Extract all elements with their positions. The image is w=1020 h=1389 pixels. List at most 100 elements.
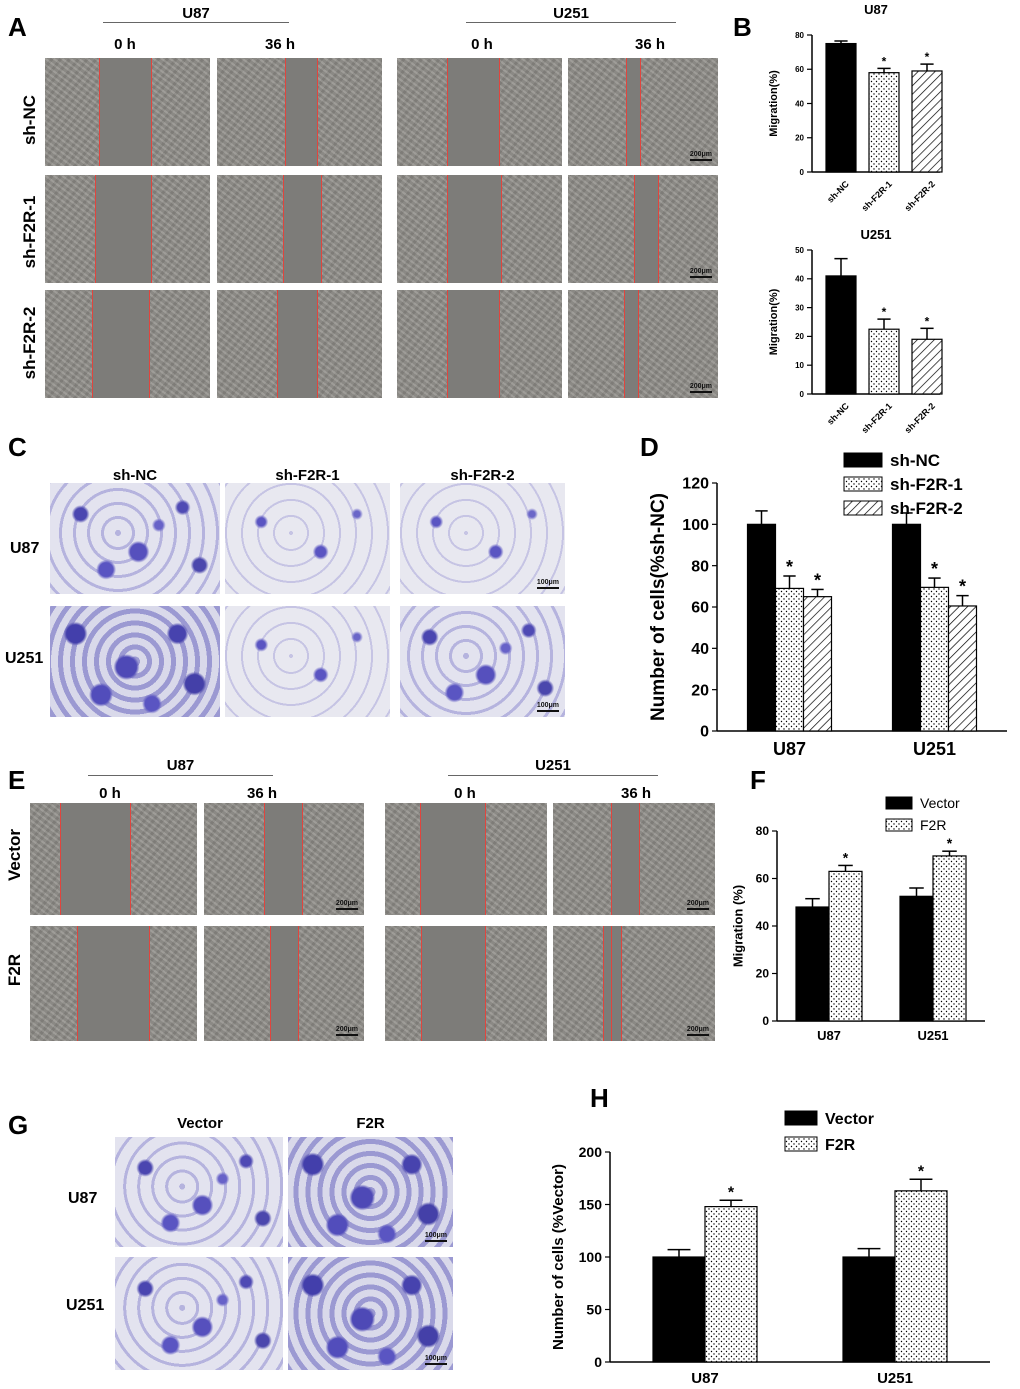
legend-swatch bbox=[885, 818, 913, 832]
bar bbox=[919, 586, 950, 732]
panel-label-f: F bbox=[750, 765, 766, 795]
scale-bar: 100μm bbox=[425, 1355, 447, 1365]
y-tick-label: 20 bbox=[795, 332, 804, 341]
x-tick-label: U251 bbox=[877, 1370, 913, 1387]
x-tick-label: sh-F2R-2 bbox=[903, 401, 937, 435]
wound-image-u87-0h-sh-f2r-1 bbox=[45, 175, 210, 283]
x-tick-label: U87 bbox=[773, 739, 806, 759]
legend-label: F2R bbox=[825, 1137, 856, 1154]
y-tick-label: 40 bbox=[756, 919, 770, 933]
legend-label: Vector bbox=[920, 795, 960, 811]
significance-marker: * bbox=[947, 835, 953, 851]
bar bbox=[825, 42, 857, 173]
row-label-u251: U251 bbox=[66, 1297, 105, 1314]
wound-image-u251-36h-sh-nc: 200μm bbox=[568, 58, 718, 166]
scale-bar: 200μm bbox=[690, 151, 712, 161]
y-tick-label: 40 bbox=[795, 99, 804, 108]
time-0h-u251: 0 h bbox=[454, 785, 476, 802]
y-tick-label: 80 bbox=[756, 824, 770, 838]
scale-bar: 200μm bbox=[336, 1026, 358, 1036]
bar bbox=[774, 587, 805, 732]
transwell-image-u87-sh-f2r-1 bbox=[225, 483, 390, 594]
col-header-f2r: F2R bbox=[356, 1115, 385, 1132]
bar bbox=[825, 275, 857, 395]
legend-label: sh-F2R-2 bbox=[890, 499, 963, 518]
scale-bar: 200μm bbox=[687, 900, 709, 910]
row-label-sh-f2r-1: sh-F2R-1 bbox=[20, 195, 39, 269]
bar bbox=[842, 1256, 896, 1363]
significance-marker: * bbox=[882, 54, 887, 68]
y-tick-label: 10 bbox=[795, 361, 804, 370]
row-label-u87: U87 bbox=[68, 1190, 98, 1207]
col-header-sh-nc: sh-NC bbox=[112, 467, 158, 484]
legend-swatch bbox=[784, 1110, 818, 1126]
row-label-sh-f2r-2: sh-F2R-2 bbox=[20, 306, 39, 380]
y-tick-label: 200 bbox=[579, 1144, 603, 1160]
panel-label-h: H bbox=[590, 1083, 609, 1113]
y-tick-label: 20 bbox=[795, 134, 804, 143]
x-tick-label: sh-NC bbox=[825, 401, 851, 427]
wound-image-u251-0h-vector bbox=[385, 803, 547, 915]
y-tick-label: 60 bbox=[795, 65, 804, 74]
y-tick-label: 60 bbox=[691, 600, 709, 617]
scale-bar: 200μm bbox=[687, 1026, 709, 1036]
x-tick-label: sh-F2R-2 bbox=[903, 179, 937, 213]
bar bbox=[899, 895, 934, 1022]
group-line-u87 bbox=[88, 775, 273, 776]
y-axis-label: Number of cells(%sh-NC) bbox=[648, 493, 669, 721]
wound-image-u251-0h-sh-f2r-2 bbox=[397, 290, 562, 398]
chart-b-top: 0 20 40 60 80 Migration(%) U87 sh-NC * sh-F2R-1 * s… bbox=[768, 2, 943, 213]
y-axis-label: Migration (%) bbox=[730, 885, 745, 967]
significance-marker: * bbox=[918, 1163, 925, 1180]
transwell-image-u87-f2r: 100μm bbox=[288, 1137, 453, 1247]
wound-image-u251-36h-vector: 200μm bbox=[553, 803, 715, 915]
significance-marker: * bbox=[925, 314, 930, 328]
bar bbox=[802, 596, 833, 732]
panel-label-b: B bbox=[733, 12, 752, 42]
transwell-image-u251-sh-f2r-1 bbox=[225, 606, 390, 717]
y-tick-label: 0 bbox=[800, 390, 805, 399]
significance-marker: * bbox=[882, 305, 887, 319]
wound-image-u251-36h-sh-f2r-1: 200μm bbox=[568, 175, 718, 283]
bar bbox=[828, 870, 863, 1022]
wound-image-u251-36h-sh-f2r-2: 200μm bbox=[568, 290, 718, 398]
x-tick-label: U251 bbox=[917, 1028, 948, 1043]
scale-bar: 200μm bbox=[690, 383, 712, 393]
y-tick-label: 30 bbox=[795, 303, 804, 312]
y-tick-label: 100 bbox=[682, 517, 709, 534]
bar bbox=[868, 72, 900, 173]
wound-image-u251-0h-f2r bbox=[385, 926, 547, 1041]
transwell-image-u87-sh-f2r-2: 100μm bbox=[400, 483, 565, 594]
panel-label-e: E bbox=[8, 765, 26, 795]
col-header-sh-f2r-2: sh-F2R-2 bbox=[450, 467, 515, 484]
legend-swatch bbox=[843, 452, 883, 468]
y-tick-label: 100 bbox=[579, 1249, 603, 1265]
scale-bar: 100μm bbox=[537, 579, 559, 589]
wound-image-u87-0h-sh-nc bbox=[45, 58, 210, 166]
group-header-u251: U251 bbox=[553, 5, 589, 22]
significance-marker: * bbox=[728, 1184, 735, 1201]
significance-marker: * bbox=[814, 570, 821, 590]
transwell-image-u87-vector bbox=[115, 1137, 283, 1247]
scale-bar: 200μm bbox=[336, 900, 358, 910]
scale-bar: 100μm bbox=[425, 1232, 447, 1242]
scale-bar: 100μm bbox=[537, 702, 559, 712]
y-tick-label: 40 bbox=[691, 641, 709, 658]
bar bbox=[704, 1205, 758, 1363]
group-line-u87 bbox=[103, 22, 289, 23]
wound-image-u87-36h-f2r: 200μm bbox=[204, 926, 364, 1041]
chart-d: 0 20 40 60 80 100 120 Number of cells(%sh-NC) * *… bbox=[648, 451, 1007, 759]
panel-label-c: C bbox=[8, 432, 27, 462]
chart-f: 0 20 40 60 80 Migration (%) * U87 * U251 Vector F2R bbox=[730, 795, 985, 1043]
y-tick-label: 60 bbox=[756, 872, 770, 886]
time-36h-u87: 36 h bbox=[246, 785, 277, 802]
bar bbox=[652, 1256, 706, 1363]
col-header-vector: Vector bbox=[177, 1115, 223, 1132]
y-axis-label: Number of cells (%Vector) bbox=[550, 1164, 567, 1350]
time-36h-u87: 36 h bbox=[264, 36, 295, 53]
x-tick-label: U87 bbox=[691, 1370, 719, 1387]
legend-label: F2R bbox=[920, 817, 946, 833]
wound-image-u87-36h-sh-f2r-1 bbox=[217, 175, 382, 283]
bar bbox=[894, 1190, 948, 1363]
bar bbox=[932, 855, 967, 1022]
